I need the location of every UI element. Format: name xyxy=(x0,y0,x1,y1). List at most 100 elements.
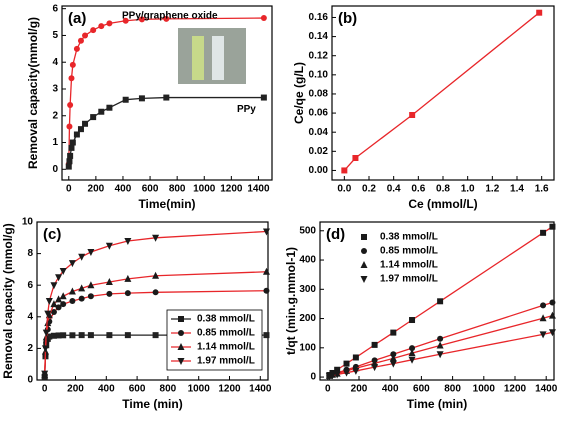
marker xyxy=(50,332,57,339)
legend-label: 0.38 mmol/L xyxy=(380,232,438,243)
marker xyxy=(105,278,113,286)
legend-label: 1.14 mmol/L xyxy=(197,342,255,353)
marker xyxy=(263,332,270,339)
y-tick-label: 0 xyxy=(52,164,58,175)
marker xyxy=(68,75,75,82)
x-tick-label: 1.4 xyxy=(510,184,524,195)
x-tick-label: 400 xyxy=(115,184,132,195)
marker xyxy=(55,295,63,303)
y-tick-label: 400 xyxy=(299,255,316,266)
y-tick-label: 0.14 xyxy=(309,31,329,42)
marker xyxy=(105,242,113,250)
marker xyxy=(163,94,170,101)
y-axis-title: t/qt (min.g.mmol-1) xyxy=(284,247,298,355)
x-tick-label: 0.6 xyxy=(411,184,425,195)
panel-label: (b) xyxy=(338,10,357,27)
y-axis-title: Ce/qe (g/L) xyxy=(292,62,306,124)
marker xyxy=(409,317,416,324)
marker xyxy=(390,329,397,336)
marker xyxy=(352,155,359,162)
inset-vial xyxy=(212,36,224,80)
y-tick-label: 3 xyxy=(52,84,58,95)
marker xyxy=(50,309,57,316)
marker xyxy=(41,370,49,378)
x-tick-label: 0 xyxy=(66,184,72,195)
y-tick-label: 4 xyxy=(52,57,58,68)
marker xyxy=(59,292,67,300)
panel-label: (a) xyxy=(68,10,86,27)
marker xyxy=(260,15,267,22)
marker xyxy=(539,314,547,322)
marker xyxy=(50,300,58,308)
marker xyxy=(262,228,270,236)
marker xyxy=(163,15,170,22)
marker xyxy=(124,274,132,282)
marker xyxy=(152,332,159,339)
marker xyxy=(328,372,336,380)
panel-label: (d) xyxy=(326,226,345,243)
marker xyxy=(106,104,113,111)
marker xyxy=(408,356,416,364)
y-tick-label: 100 xyxy=(299,342,316,353)
marker xyxy=(55,332,62,339)
legend-marker xyxy=(178,316,184,322)
y-tick-label: 6 xyxy=(52,3,58,14)
marker xyxy=(69,298,76,304)
marker xyxy=(409,111,416,118)
x-tick-label: 200 xyxy=(88,184,105,195)
x-tick-label: 1.6 xyxy=(535,184,549,195)
marker xyxy=(45,298,53,305)
y-tick-label: 0.16 xyxy=(309,12,329,23)
marker xyxy=(78,284,86,292)
y-tick-label: 0.04 xyxy=(309,127,329,138)
marker xyxy=(352,354,359,361)
x-tick-label: 1400 xyxy=(247,184,270,195)
marker xyxy=(152,289,159,296)
y-tick-label: 0.02 xyxy=(309,146,329,157)
marker xyxy=(437,335,444,342)
marker xyxy=(87,281,95,289)
marker xyxy=(78,295,85,302)
marker xyxy=(437,298,444,305)
legend-label: 1.14 mmol/L xyxy=(380,260,438,271)
marker xyxy=(540,229,547,236)
marker xyxy=(152,234,160,242)
marker xyxy=(87,332,94,339)
marker xyxy=(106,332,113,339)
x-tick-label: 0.2 xyxy=(362,184,376,195)
legend-marker xyxy=(361,234,367,240)
legend-label: 1.97 mmol/L xyxy=(380,274,438,285)
marker xyxy=(389,360,397,368)
marker xyxy=(55,274,63,282)
y-tick-label: 1 xyxy=(52,137,58,148)
x-axis-title: Time (min) xyxy=(122,397,182,411)
marker xyxy=(138,95,145,102)
x-tick-label: 1000 xyxy=(473,384,496,395)
x-axis-title: Time(min) xyxy=(138,197,195,211)
marker xyxy=(124,290,131,297)
legend-marker xyxy=(177,358,185,365)
marker xyxy=(341,167,348,174)
marker xyxy=(69,61,76,68)
marker xyxy=(333,371,341,379)
marker xyxy=(90,27,97,34)
y-tick-label: 0.10 xyxy=(309,69,329,80)
marker xyxy=(67,102,74,109)
marker xyxy=(68,144,75,151)
x-tick-label: 400 xyxy=(382,384,399,395)
legend-label: 0.38 mmol/L xyxy=(197,314,255,325)
marker xyxy=(343,360,350,367)
marker xyxy=(409,345,416,352)
marker xyxy=(549,299,556,306)
marker xyxy=(68,260,76,268)
marker xyxy=(138,16,145,23)
panel-label: (c) xyxy=(43,226,61,243)
x-tick-label: 600 xyxy=(413,384,430,395)
marker xyxy=(44,319,52,327)
y-tick-label: 200 xyxy=(299,313,316,324)
marker xyxy=(343,369,351,377)
y-tick-label: 0.00 xyxy=(309,165,329,176)
x-tick-label: 200 xyxy=(351,384,368,395)
legend-marker xyxy=(361,248,367,254)
